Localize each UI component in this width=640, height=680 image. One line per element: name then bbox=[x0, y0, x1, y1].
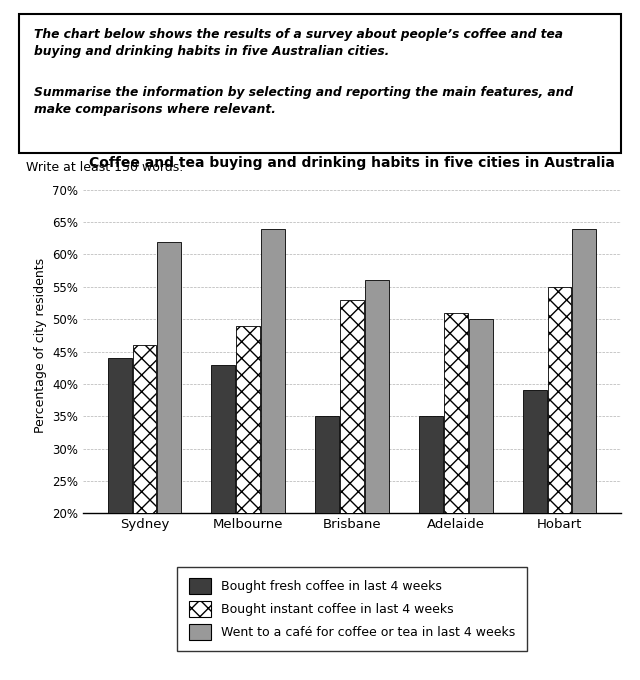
Bar bbox=[419, 416, 443, 643]
Bar bbox=[468, 319, 493, 643]
Text: Write at least 150 words.: Write at least 150 words. bbox=[26, 161, 183, 174]
Text: Summarise the information by selecting and reporting the main features, and
make: Summarise the information by selecting a… bbox=[34, 86, 573, 116]
Bar bbox=[108, 358, 131, 643]
Bar bbox=[261, 228, 285, 643]
Title: Coffee and tea buying and drinking habits in five cities in Australia: Coffee and tea buying and drinking habit… bbox=[89, 156, 615, 170]
Bar bbox=[315, 416, 339, 643]
Bar bbox=[211, 364, 236, 643]
Bar bbox=[523, 390, 547, 643]
Y-axis label: Percentage of city residents: Percentage of city residents bbox=[34, 258, 47, 432]
Legend: Bought fresh coffee in last 4 weeks, Bought instant coffee in last 4 weeks, Went: Bought fresh coffee in last 4 weeks, Bou… bbox=[177, 566, 527, 651]
Bar bbox=[365, 280, 389, 643]
Bar bbox=[340, 300, 364, 643]
Bar bbox=[236, 326, 260, 643]
Bar bbox=[573, 228, 596, 643]
Bar bbox=[444, 313, 468, 643]
Bar bbox=[548, 287, 572, 643]
Bar bbox=[132, 345, 156, 643]
Bar bbox=[157, 241, 181, 643]
Text: The chart below shows the results of a survey about people’s coffee and tea
buyi: The chart below shows the results of a s… bbox=[34, 27, 563, 58]
